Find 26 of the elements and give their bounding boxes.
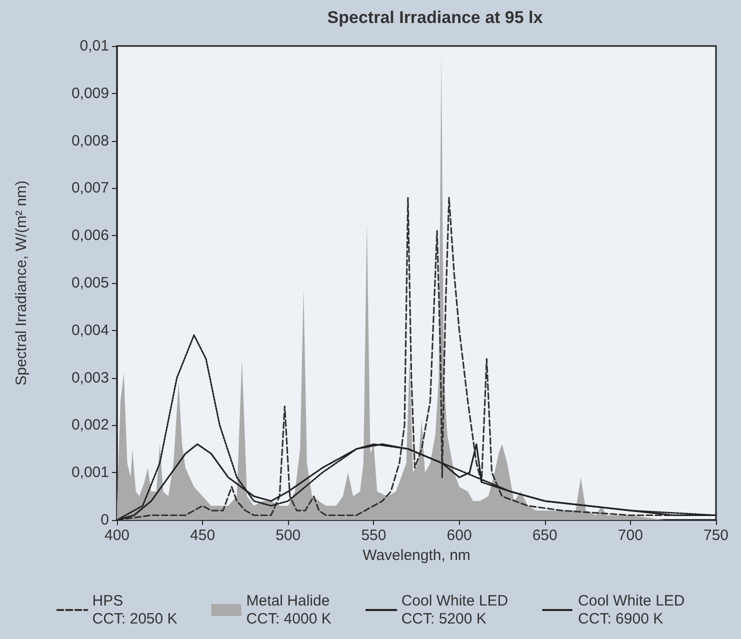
y-tick-label: 0,008 xyxy=(71,132,109,150)
x-tick-label: 700 xyxy=(618,527,643,544)
x-tick-label: 650 xyxy=(532,527,558,544)
y-tick-label: 0,009 xyxy=(71,84,109,102)
x-tick-label: 550 xyxy=(361,527,386,544)
y-tick-label: 0,002 xyxy=(71,416,109,434)
y-tick-label: 0,007 xyxy=(71,180,109,197)
x-tick-label: 400 xyxy=(104,527,130,544)
legend-label: Cool White LED CCT: 5200 K xyxy=(401,592,508,628)
y-axis-title: Spectral Irradiance, W/(m² nm) xyxy=(13,180,30,386)
x-axis-title: Wavelength, nm xyxy=(362,546,470,564)
legend-label: Cool White LED CCT: 6900 K xyxy=(578,592,685,628)
x-tick-label: 450 xyxy=(190,527,216,544)
legend-label: HPS CCT: 2050 K xyxy=(92,592,178,628)
legend-label: Metal Halide CCT: 4000 K xyxy=(246,592,332,628)
x-tick-label: 750 xyxy=(703,527,729,544)
y-tick-label: 0,003 xyxy=(71,369,109,386)
y-tick-label: 0,01 xyxy=(80,38,109,54)
y-tick-label: 0,006 xyxy=(71,227,109,244)
y-tick-label: 0 xyxy=(100,512,109,528)
y-tick-label: 0,004 xyxy=(71,322,109,339)
y-tick-label: 0,005 xyxy=(71,274,109,292)
x-tick-label: 600 xyxy=(446,527,472,544)
chart-title: Spectral Irradiance at 95 lx xyxy=(327,8,544,27)
y-tick-label: 0,001 xyxy=(71,464,109,482)
x-tick-label: 500 xyxy=(276,527,301,544)
